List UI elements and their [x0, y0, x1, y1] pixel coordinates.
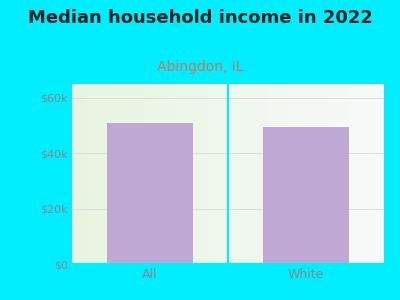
Bar — [263, 127, 349, 264]
Bar — [107, 123, 193, 264]
Text: Abingdon, IL: Abingdon, IL — [157, 60, 243, 74]
Text: Median household income in 2022: Median household income in 2022 — [28, 9, 372, 27]
